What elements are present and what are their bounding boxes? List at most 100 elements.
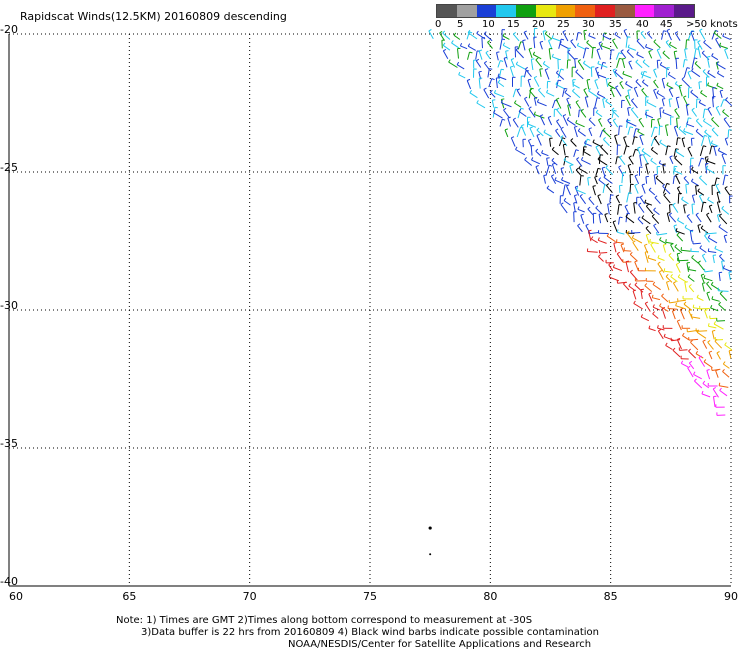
wind-barb-flag	[498, 80, 500, 82]
wind-barb	[676, 175, 680, 184]
wind-barb	[674, 127, 677, 137]
wind-barb	[660, 306, 669, 311]
wind-barb	[556, 99, 561, 108]
wind-barb-flag	[627, 231, 629, 233]
wind-barb-flag	[723, 362, 725, 364]
legend-swatch	[595, 5, 615, 17]
wind-barb-flag	[647, 100, 648, 103]
wind-speed-legend	[436, 4, 695, 18]
wind-barb-flag	[658, 325, 659, 328]
wind-barb-flag	[616, 86, 619, 88]
wind-barb	[668, 309, 677, 310]
wind-barb-flag	[669, 42, 671, 45]
wind-barb	[636, 82, 641, 87]
wind-barb-flag	[581, 109, 584, 111]
wind-barb-flag	[577, 158, 579, 160]
wind-barb-flag	[705, 157, 708, 158]
wind-barb-flag	[489, 69, 492, 70]
wind-barb	[657, 50, 661, 59]
wind-barb-flag	[724, 235, 727, 236]
legend-swatch	[575, 5, 595, 17]
wind-barb	[678, 193, 679, 203]
wind-barb	[689, 339, 698, 340]
wind-barb-flag	[501, 99, 504, 100]
wind-barb	[717, 202, 720, 212]
wind-barb	[684, 304, 692, 310]
wind-barb	[722, 155, 726, 164]
wind-barb-flag	[503, 33, 505, 36]
wind-barb-flag	[603, 99, 606, 100]
wind-barb-flag	[626, 261, 629, 262]
wind-barb	[667, 282, 670, 290]
wind-barb	[638, 132, 645, 136]
wind-barb-flag	[704, 40, 706, 42]
wind-barb-flag	[537, 99, 538, 102]
wind-barb-flag	[628, 164, 631, 165]
wind-barb-flag	[717, 83, 718, 86]
legend-label: 5	[457, 19, 463, 30]
wind-barb-flag	[636, 79, 638, 81]
wind-barb-flag	[479, 50, 482, 51]
wind-barb-flag	[619, 166, 622, 167]
wind-barb-flag	[649, 293, 652, 294]
wind-barb-flag	[655, 196, 657, 198]
wind-barb	[494, 93, 504, 97]
wind-barb	[699, 178, 706, 185]
wind-barb	[578, 209, 585, 212]
wind-barb	[707, 370, 710, 379]
wind-barb-flag	[552, 158, 554, 160]
wind-barb	[666, 125, 668, 136]
wind-barb	[651, 244, 656, 252]
wind-barb	[563, 185, 565, 196]
wind-barb-flag	[699, 100, 701, 103]
wind-barb	[719, 273, 720, 281]
wind-barb	[563, 88, 565, 97]
wind-barb	[702, 394, 710, 397]
wind-barb	[579, 168, 588, 173]
wind-barb-flag	[682, 138, 685, 139]
wind-barb	[676, 306, 686, 309]
wind-barb	[477, 33, 485, 39]
wind-barb-flag	[603, 62, 606, 63]
wind-barb-flag	[514, 101, 516, 104]
legend-swatch	[556, 5, 576, 17]
wind-barb	[516, 64, 525, 69]
wind-barb-flag	[692, 195, 695, 196]
wind-barb	[642, 82, 648, 86]
wind-barb-flag	[555, 177, 556, 180]
wind-barb	[443, 51, 448, 59]
wind-barb	[633, 242, 639, 250]
wind-barb	[460, 46, 467, 49]
wind-barb	[609, 265, 613, 271]
wind-barb	[725, 50, 729, 59]
wind-barb	[708, 251, 716, 252]
wind-barb	[675, 158, 682, 165]
wind-barb-flag	[666, 125, 669, 126]
wind-barb	[468, 46, 476, 50]
wind-barb	[575, 59, 576, 68]
wind-barb	[629, 157, 633, 164]
wind-barb	[699, 103, 705, 106]
wind-barb-flag	[695, 61, 697, 63]
wind-barb	[702, 283, 704, 291]
wind-barb	[651, 127, 654, 137]
wind-barb	[482, 38, 483, 48]
wind-barb	[489, 79, 492, 87]
wind-barb	[579, 110, 580, 117]
wind-barb	[603, 99, 605, 108]
wind-barb	[642, 218, 650, 224]
wind-barb	[484, 34, 492, 41]
wind-barb-flag	[673, 282, 676, 283]
wind-barb-flag	[718, 148, 719, 151]
wind-barb	[617, 232, 624, 234]
wind-barb-flag	[689, 285, 691, 287]
wind-barb	[600, 253, 608, 254]
wind-barb-flag	[548, 116, 551, 117]
wind-barb	[690, 342, 698, 350]
wind-barb	[567, 186, 571, 195]
x-tick-label: 60	[9, 590, 23, 603]
wind-barb-flag	[494, 110, 496, 113]
wind-barb-flag	[620, 156, 623, 158]
wind-barb	[630, 272, 637, 280]
